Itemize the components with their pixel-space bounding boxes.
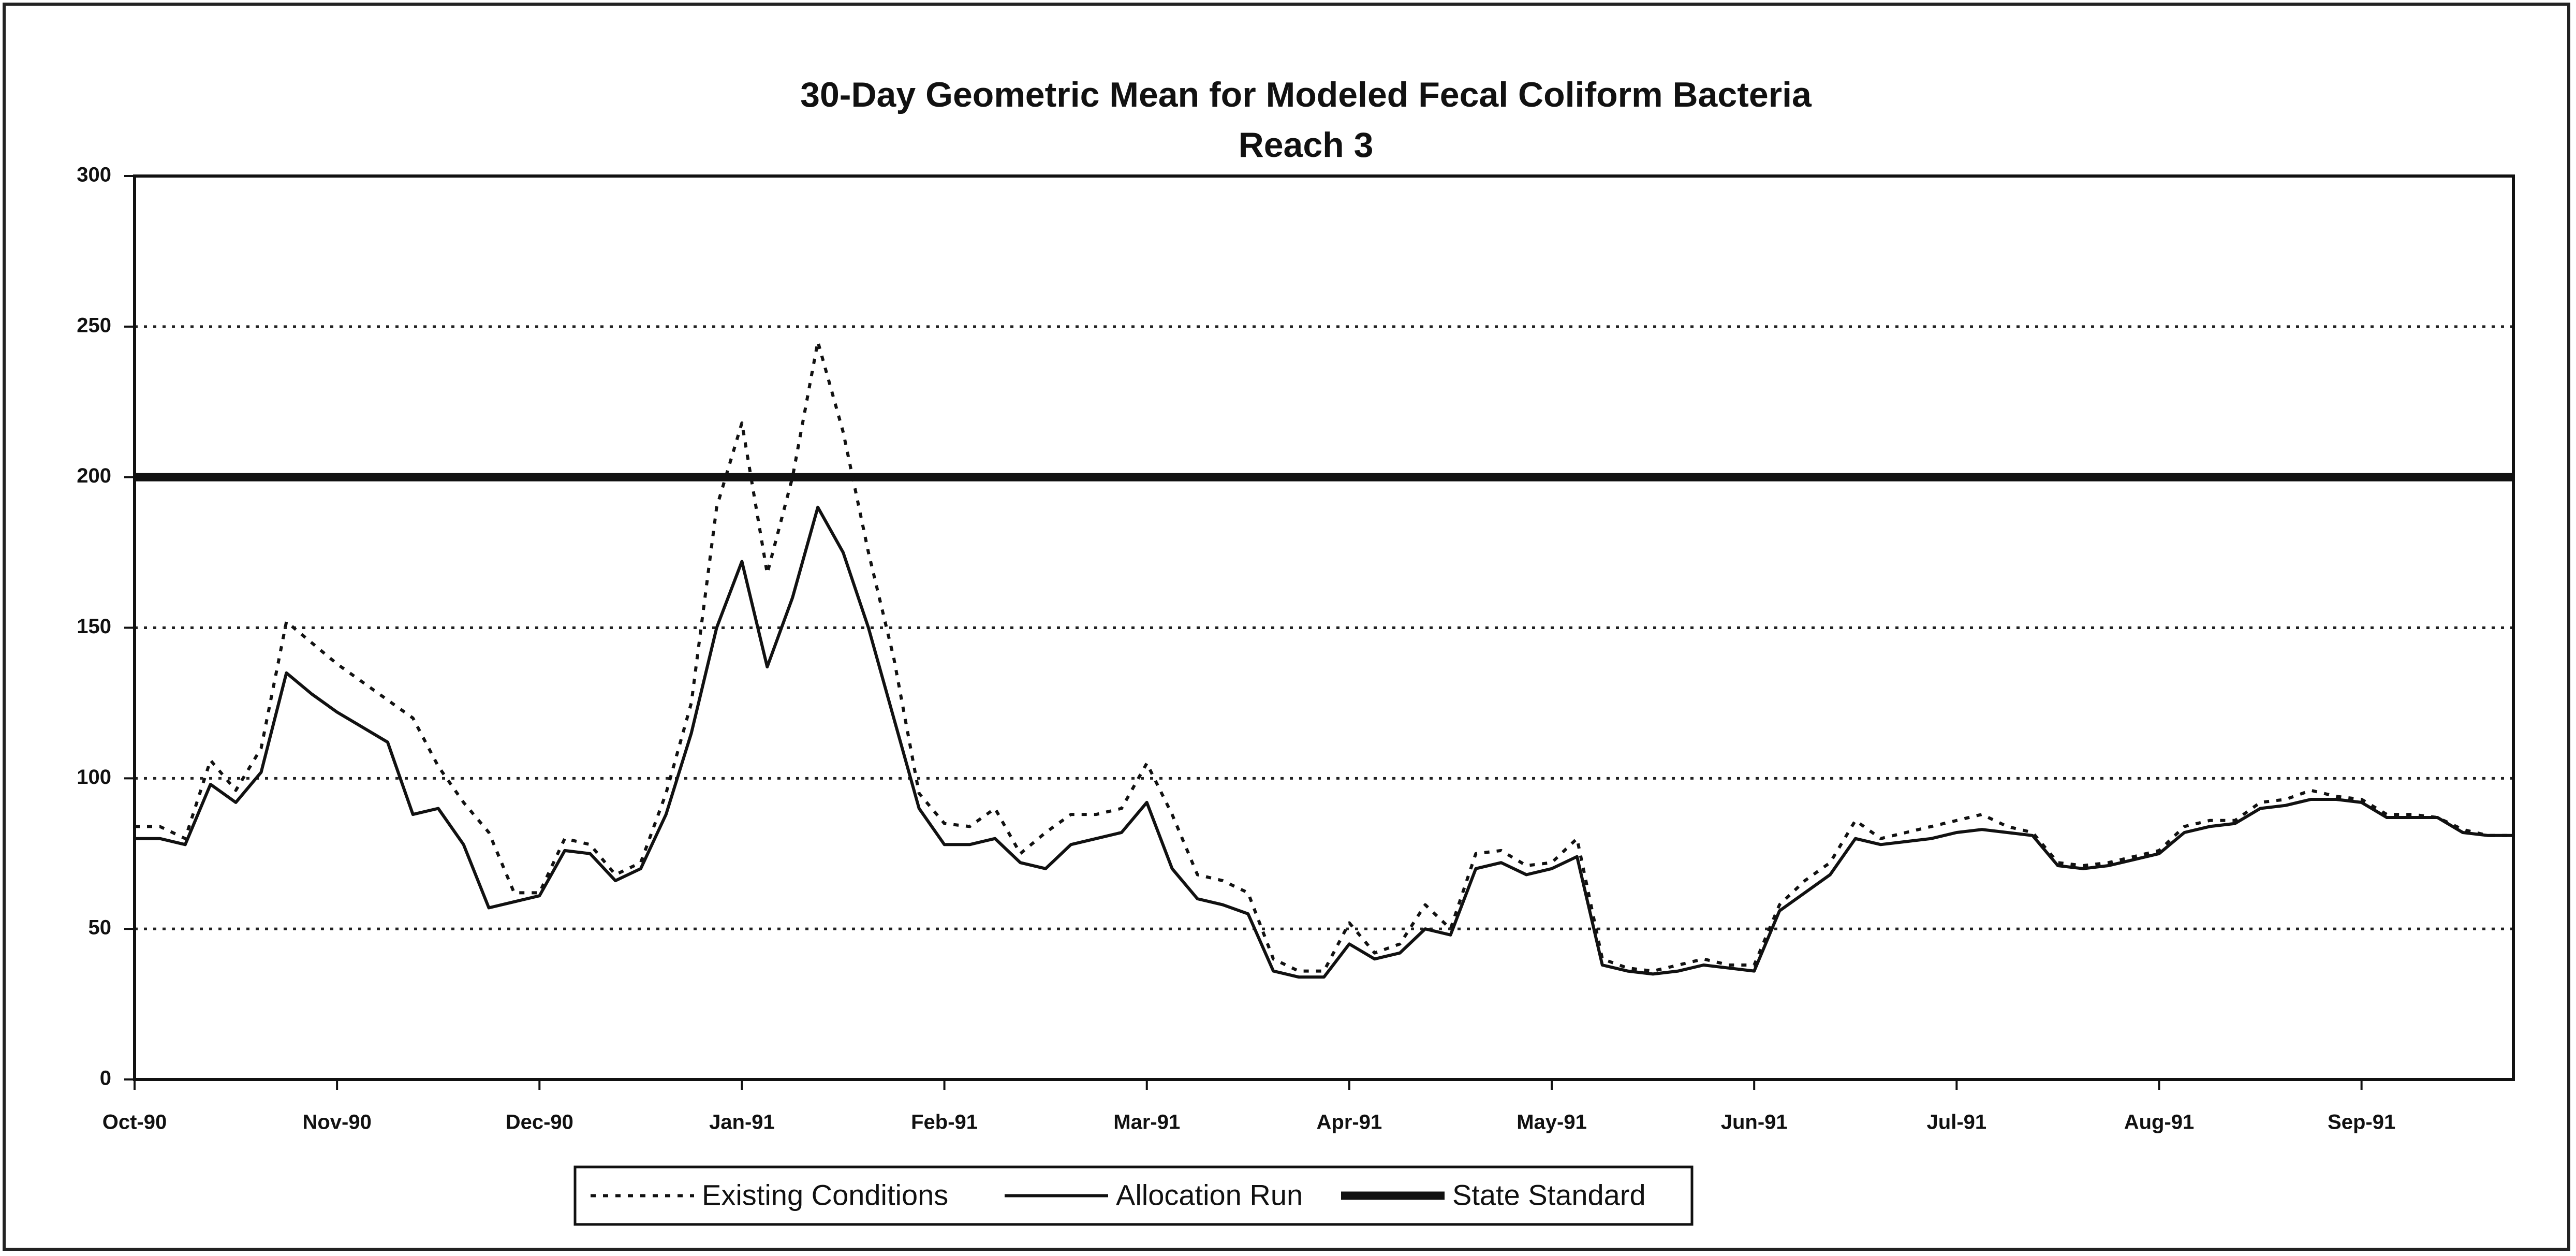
x-tick-label: May-91 xyxy=(1517,1111,1587,1134)
y-tick-label: 250 xyxy=(77,314,111,337)
x-tick-label: Aug-91 xyxy=(2124,1111,2195,1134)
x-tick-label: Jan-91 xyxy=(709,1111,775,1134)
frame xyxy=(3,3,2570,1251)
legend-label: Allocation Run xyxy=(1116,1178,1303,1211)
chart-title: 30-Day Geometric Mean for Modeled Fecal … xyxy=(800,75,1812,114)
x-tick-label: Feb-91 xyxy=(911,1111,978,1134)
y-tick-label: 150 xyxy=(77,615,111,638)
x-tick-label: Jun-91 xyxy=(1721,1111,1788,1134)
x-tick-label: Dec-90 xyxy=(506,1111,573,1134)
x-tick-label: Jul-91 xyxy=(1927,1111,1987,1134)
y-tick-label: 200 xyxy=(77,464,111,487)
x-tick-label: Oct-90 xyxy=(102,1111,167,1134)
chart-subtitle: Reach 3 xyxy=(1239,125,1374,165)
legend-label: State Standard xyxy=(1452,1178,1646,1211)
legend-label: Existing Conditions xyxy=(702,1178,948,1211)
y-tick-label: 100 xyxy=(77,766,111,788)
legend-box xyxy=(573,1165,1694,1226)
x-tick-label: Nov-90 xyxy=(302,1111,371,1134)
x-tick-label: Sep-91 xyxy=(2328,1111,2395,1134)
y-tick-label: 0 xyxy=(100,1067,111,1090)
series-line xyxy=(135,505,2513,979)
y-tick-label: 300 xyxy=(77,164,111,186)
y-tick-label: 50 xyxy=(89,916,112,939)
series-line xyxy=(135,340,2513,973)
plot-area xyxy=(133,174,2515,1081)
x-tick-label: Apr-91 xyxy=(1317,1111,1382,1134)
x-tick-label: Mar-91 xyxy=(1113,1111,1180,1134)
